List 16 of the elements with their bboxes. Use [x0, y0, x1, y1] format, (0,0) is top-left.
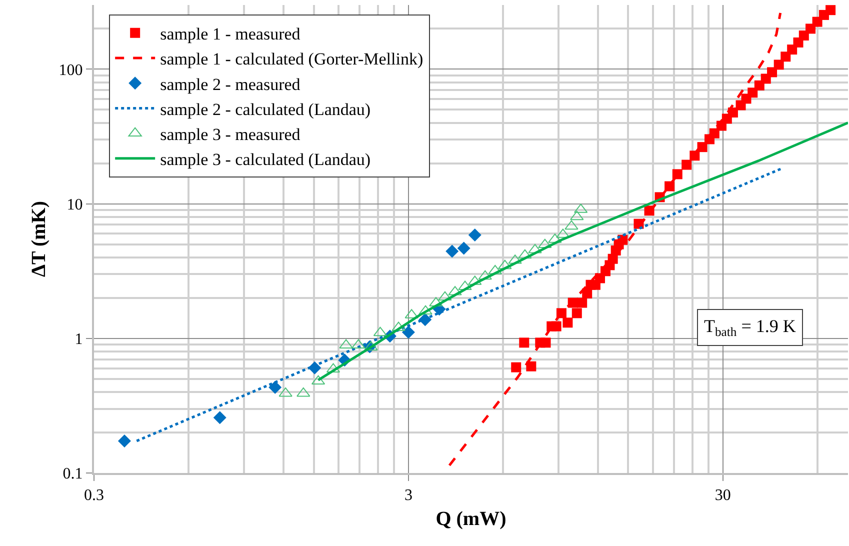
legend-label: sample 3 - measured	[160, 124, 301, 144]
y-axis-title: ΔT (mK)	[28, 200, 50, 278]
y-tick-label: 100	[58, 62, 83, 79]
x-tick-label: 3	[404, 487, 412, 504]
y-tick-label: 10	[66, 196, 83, 214]
legend-label: sample 1 - calculated (Gorter-Mellink)	[160, 50, 424, 69]
legend-label: sample 3 - calculated (Landau)	[160, 150, 371, 170]
x-tick-label: 30	[714, 487, 731, 504]
y-tick-label: 0.1	[62, 466, 83, 483]
legend-label: sample 2 - calculated (Landau)	[160, 100, 371, 119]
legend-label: sample 1 - measured	[160, 24, 301, 44]
y-tick-label: 1	[74, 331, 83, 348]
x-axis-title: Q (mW)	[436, 508, 506, 530]
annotation: T$_{bath}$ = 1.9 K	[704, 316, 796, 339]
legend-label: sample 2 - measured	[160, 74, 301, 94]
x-tick-label: 0.3	[84, 487, 104, 504]
